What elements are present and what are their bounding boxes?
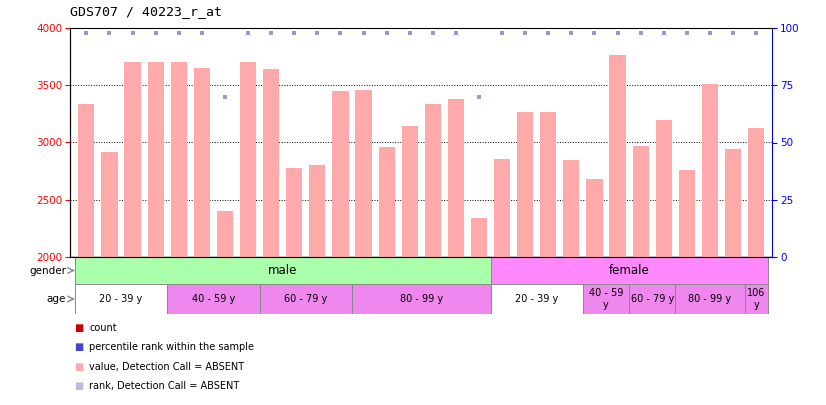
Bar: [263, 69, 279, 257]
Text: ■: ■: [74, 323, 83, 333]
Text: ■: ■: [74, 343, 83, 352]
Bar: [355, 90, 372, 257]
Text: value, Detection Call = ABSENT: value, Detection Call = ABSENT: [89, 362, 244, 372]
Point: [241, 29, 254, 36]
Text: male: male: [268, 264, 297, 277]
Point: [334, 29, 347, 36]
Point: [218, 94, 231, 100]
Point: [380, 29, 393, 36]
Point: [611, 29, 624, 36]
Bar: [540, 112, 557, 257]
Text: female: female: [609, 264, 649, 277]
Text: percentile rank within the sample: percentile rank within the sample: [89, 343, 254, 352]
Bar: [491, 257, 767, 284]
Point: [588, 29, 601, 36]
Point: [472, 94, 486, 100]
Point: [542, 29, 555, 36]
Bar: [75, 284, 167, 314]
Point: [311, 29, 324, 36]
Bar: [148, 62, 164, 257]
Bar: [676, 284, 744, 314]
Bar: [425, 104, 441, 257]
Text: ■: ■: [74, 362, 83, 372]
Text: count: count: [89, 323, 116, 333]
Bar: [517, 112, 534, 257]
Bar: [378, 147, 395, 257]
Text: 80 - 99 y: 80 - 99 y: [400, 294, 443, 304]
Bar: [679, 170, 695, 257]
Point: [426, 29, 439, 36]
Text: gender: gender: [29, 266, 66, 275]
Text: 60 - 79 y: 60 - 79 y: [284, 294, 327, 304]
Bar: [309, 165, 325, 257]
Bar: [332, 91, 349, 257]
Point: [403, 29, 416, 36]
Text: 20 - 39 y: 20 - 39 y: [99, 294, 143, 304]
Bar: [748, 128, 764, 257]
Point: [704, 29, 717, 36]
Bar: [78, 104, 94, 257]
Bar: [217, 211, 233, 257]
Text: 106
y: 106 y: [747, 288, 766, 310]
Text: 40 - 59
y: 40 - 59 y: [589, 288, 623, 310]
Bar: [401, 126, 418, 257]
Point: [565, 29, 578, 36]
Bar: [656, 119, 672, 257]
Bar: [259, 284, 352, 314]
Bar: [352, 284, 491, 314]
Point: [634, 29, 648, 36]
Bar: [471, 218, 487, 257]
Text: 40 - 59 y: 40 - 59 y: [192, 294, 235, 304]
Bar: [633, 146, 648, 257]
Bar: [586, 179, 602, 257]
Bar: [629, 284, 676, 314]
Bar: [702, 84, 718, 257]
Bar: [725, 149, 741, 257]
Point: [681, 29, 694, 36]
Text: GDS707 / 40223_r_at: GDS707 / 40223_r_at: [70, 5, 222, 18]
Bar: [610, 55, 625, 257]
Point: [496, 29, 509, 36]
Bar: [286, 168, 302, 257]
Bar: [167, 284, 259, 314]
Bar: [171, 62, 187, 257]
Text: 80 - 99 y: 80 - 99 y: [688, 294, 732, 304]
Bar: [194, 68, 210, 257]
Point: [726, 29, 739, 36]
Bar: [744, 284, 767, 314]
Bar: [583, 284, 629, 314]
Point: [172, 29, 185, 36]
Point: [449, 29, 463, 36]
Bar: [102, 151, 117, 257]
Point: [103, 29, 116, 36]
Point: [264, 29, 278, 36]
Bar: [491, 284, 583, 314]
Text: age: age: [47, 294, 66, 304]
Bar: [240, 62, 256, 257]
Bar: [448, 99, 464, 257]
Point: [357, 29, 370, 36]
Point: [287, 29, 301, 36]
Point: [749, 29, 762, 36]
Bar: [563, 160, 580, 257]
Point: [149, 29, 162, 36]
Bar: [75, 257, 491, 284]
Point: [657, 29, 671, 36]
Point: [80, 29, 93, 36]
Text: 60 - 79 y: 60 - 79 y: [630, 294, 674, 304]
Text: ■: ■: [74, 382, 83, 391]
Bar: [494, 158, 510, 257]
Text: 20 - 39 y: 20 - 39 y: [515, 294, 558, 304]
Point: [126, 29, 139, 36]
Point: [519, 29, 532, 36]
Point: [195, 29, 208, 36]
Text: rank, Detection Call = ABSENT: rank, Detection Call = ABSENT: [89, 382, 240, 391]
Bar: [125, 62, 140, 257]
